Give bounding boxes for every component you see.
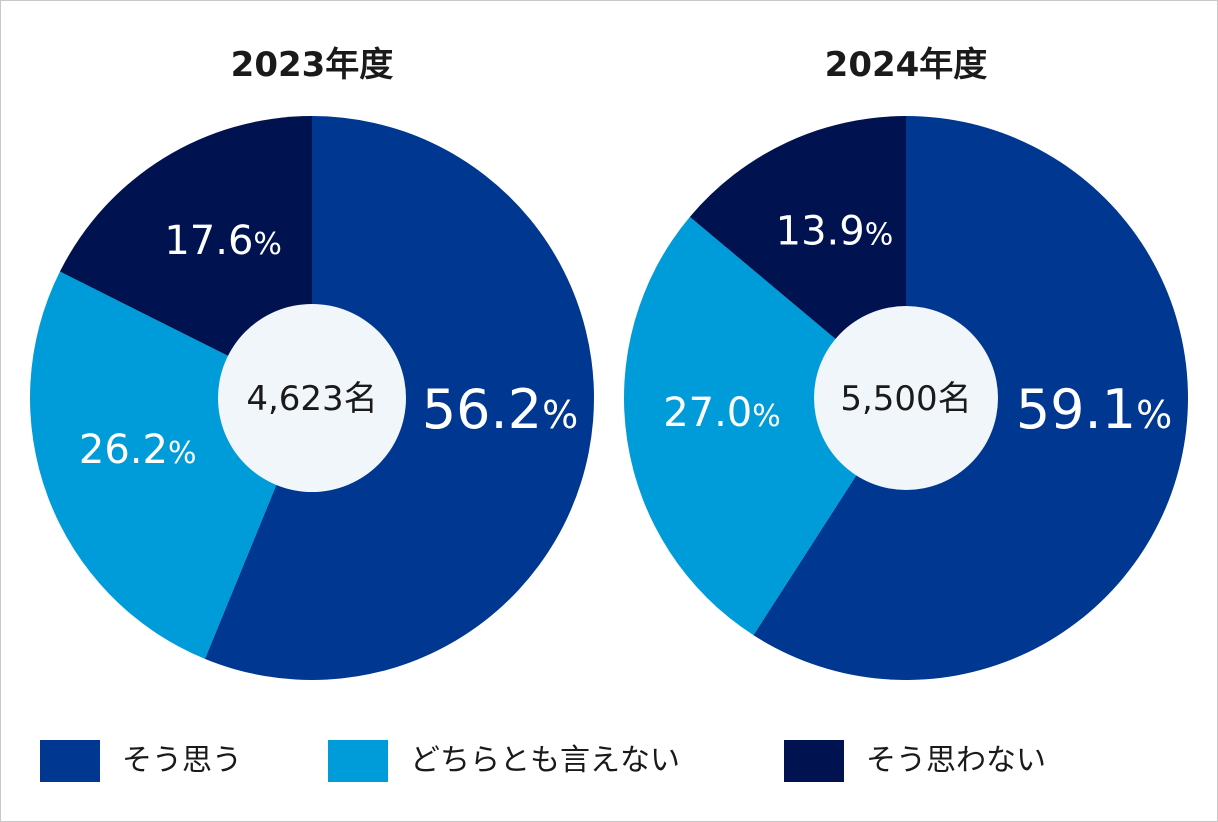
pie-chart-2: 2024年度 59.1% 27.0% 13.9% 5,500名 (623, 45, 1189, 680)
slice-label-agree: 56.2% (422, 378, 578, 441)
legend-item-agree: そう思う (40, 740, 242, 782)
legend-item-neutral: どちらとも言えない (328, 740, 680, 782)
pie-chart-1: 2023年度 56.2% 26.2% 17.6% 4,623名 (30, 45, 595, 680)
legend-label-agree: そう思う (122, 743, 242, 778)
pie-title-1: 2023年度 (231, 45, 394, 85)
slice-label-agree: 59.1% (1016, 378, 1172, 441)
pie-center-label: 5,500名 (840, 379, 971, 419)
legend-label-disagree: そう思わない (866, 743, 1046, 778)
pie-center-label: 4,623名 (246, 379, 377, 419)
slice-label-disagree: 13.9% (776, 209, 894, 255)
legend-swatch-agree (40, 740, 100, 782)
pie-slice-disagree (59, 116, 312, 398)
legend-swatch-neutral (328, 740, 388, 782)
pie-slice-neutral (623, 216, 906, 636)
slice-label-disagree: 17.6% (164, 218, 282, 264)
pie-center (814, 306, 998, 490)
legend-swatch-disagree (784, 740, 844, 782)
slice-label-neutral: 27.0% (663, 390, 781, 436)
slice-label-neutral: 26.2% (79, 427, 197, 473)
pie-title-2: 2024年度 (825, 45, 988, 85)
pie-center (218, 304, 406, 492)
legend-item-disagree: そう思わない (784, 740, 1046, 782)
legend-label-neutral: どちらとも言えない (410, 743, 680, 778)
